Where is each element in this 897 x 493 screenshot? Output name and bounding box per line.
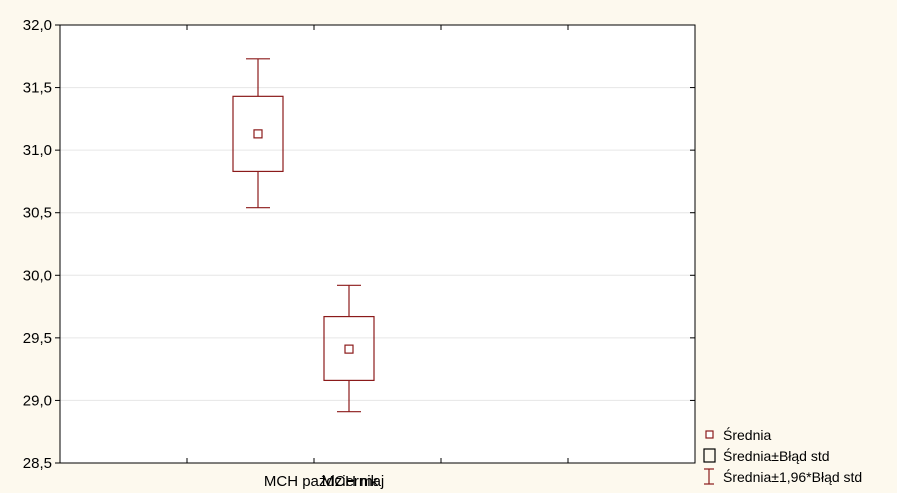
x-ticks	[186, 25, 569, 463]
legend-label: Średnia±1,96*Błąd std	[723, 468, 862, 485]
y-axis-ticks: 28,5 29,0 29,5 30,0 30,5 31,0 31,5 32,0	[23, 17, 695, 472]
grid-lines	[60, 87, 695, 401]
legend: Średnia Średnia±Błąd std Średnia±1,96*Błąd…	[703, 426, 862, 485]
legend-se-box-icon	[703, 448, 716, 463]
x-category-label: MCH październik	[264, 473, 379, 490]
y-tick-label: 31,0	[23, 142, 52, 159]
legend-label: Średnia	[723, 426, 771, 443]
boxes	[232, 58, 375, 413]
se-box	[232, 95, 284, 173]
box-group	[323, 284, 375, 413]
mean-marker	[253, 129, 263, 139]
x-category-label: MCH maj	[322, 473, 385, 490]
mean-marker	[344, 344, 354, 354]
y-tick-label: 28,5	[23, 455, 52, 472]
se-box	[323, 315, 375, 382]
legend-mean-icon	[705, 430, 714, 439]
y-tick-label: 29,5	[23, 330, 52, 347]
y-tick-label: 31,5	[23, 80, 52, 97]
y-tick-label: 29,0	[23, 392, 52, 409]
plot-frame	[59, 24, 696, 464]
y-tick-label: 30,0	[23, 267, 52, 284]
y-tick-label: 32,0	[23, 17, 52, 34]
legend-label: Średnia±Błąd std	[723, 447, 830, 464]
box-group	[232, 58, 284, 209]
plot-area	[60, 25, 695, 463]
y-tick-label: 30,5	[23, 205, 52, 222]
